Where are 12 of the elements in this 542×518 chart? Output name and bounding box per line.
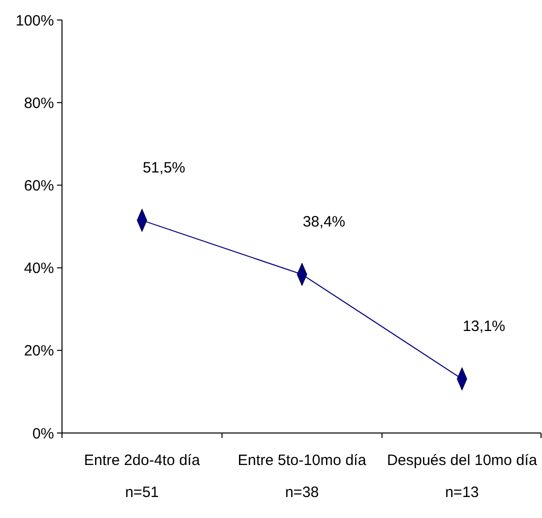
y-tick-label: 20% bbox=[24, 342, 54, 360]
y-tick-label: 100% bbox=[16, 12, 54, 30]
y-tick-label: 80% bbox=[24, 94, 54, 112]
x-tick-label: Después del 10mo día n=13 bbox=[386, 452, 538, 501]
x-tick-label: Entre 5to-10mo día n=38 bbox=[238, 452, 367, 501]
data-label: 51,5% bbox=[142, 159, 186, 176]
y-tick-label: 60% bbox=[24, 177, 54, 194]
x-tick-label: Entre 2do-4to día n=51 bbox=[84, 452, 201, 501]
y-tick-label: 40% bbox=[24, 260, 54, 278]
data-label: 13,1% bbox=[462, 318, 506, 335]
data-label: 38,4% bbox=[302, 213, 346, 230]
y-tick-label: 0% bbox=[32, 425, 54, 442]
